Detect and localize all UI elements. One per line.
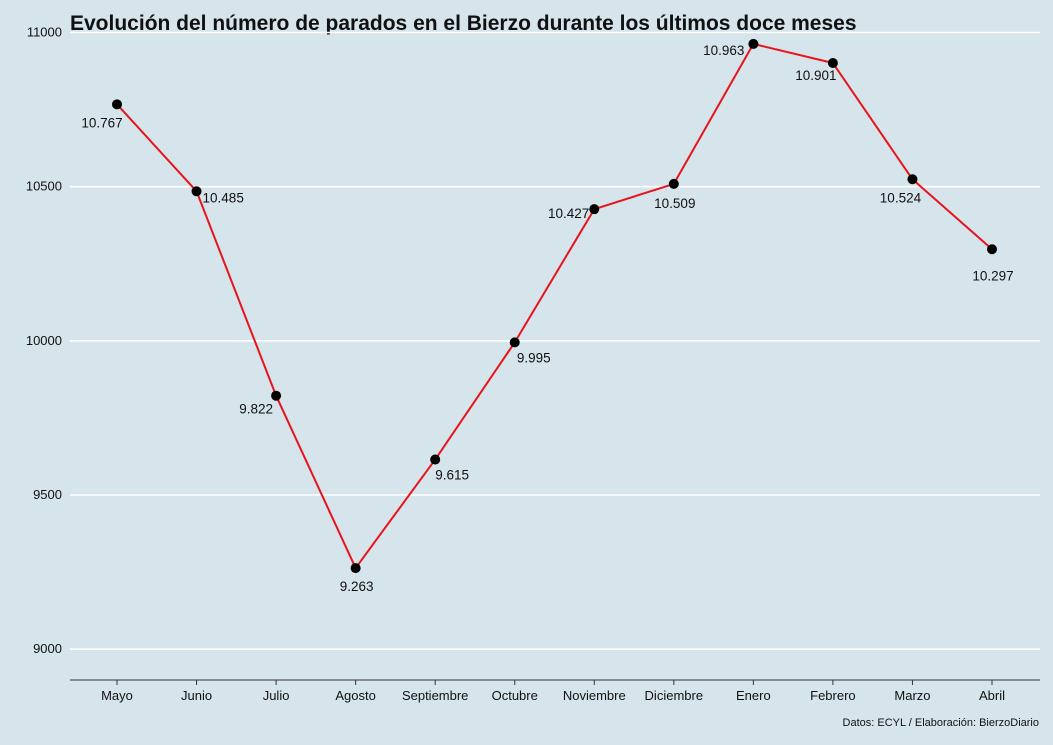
data-point	[271, 390, 282, 401]
x-tick-label: Julio	[263, 688, 290, 703]
data-point	[589, 204, 600, 215]
data-label: 9.995	[517, 350, 551, 365]
data-point	[430, 454, 441, 465]
data-labels: 10.767 10.485 9.822 9.263 9.615 9.995 10.427 10…	[81, 43, 1013, 594]
y-tick-label: 9000	[33, 641, 62, 656]
x-tick-label: Enero	[736, 688, 771, 703]
source-note: Datos: ECYL / Elaboración: BierzoDiario	[842, 717, 1039, 729]
y-axis: 9000 9500 10000 10500 11000	[26, 25, 62, 657]
x-tick-label: Septiembre	[402, 688, 468, 703]
data-label: 10.901	[795, 68, 836, 83]
x-tick-label: Febrero	[810, 688, 856, 703]
data-label: 10.963	[703, 43, 744, 58]
series-line-layer	[116, 42, 993, 570]
y-tick-label: 10500	[26, 179, 62, 194]
data-label: 10.427	[548, 206, 589, 221]
data-label: 10.297	[972, 268, 1013, 283]
data-point	[987, 244, 997, 255]
x-tick-label: Noviembre	[563, 688, 626, 703]
x-tick-label: Agosto	[335, 688, 375, 703]
data-point	[748, 38, 759, 49]
data-label: 9.263	[340, 579, 374, 594]
data-point	[827, 58, 838, 69]
data-point	[668, 178, 679, 189]
data-label: 10.485	[203, 190, 244, 205]
x-axis: Mayo Junio Julio Agosto Septiembre Octubre Nov…	[70, 679, 1040, 703]
x-tick-label: Junio	[181, 688, 212, 703]
data-label: 10.509	[654, 196, 695, 211]
x-tick-label: Mayo	[101, 688, 133, 703]
y-tick-label: 11000	[27, 25, 62, 40]
data-label: 9.615	[435, 468, 469, 483]
grid-lines	[70, 31, 1040, 650]
data-label: 10.767	[81, 115, 122, 130]
series-line	[116, 42, 993, 570]
x-tick-label: Abril	[979, 688, 1005, 703]
data-point	[350, 563, 361, 574]
x-tick-label: Octubre	[492, 688, 538, 703]
y-tick-label: 9500	[33, 487, 62, 502]
data-points	[112, 38, 997, 574]
data-label: 9.822	[239, 402, 273, 417]
data-point	[907, 174, 918, 185]
data-label: 10.524	[880, 190, 922, 205]
data-point	[191, 186, 202, 197]
data-point	[112, 99, 122, 110]
x-tick-label: Diciembre	[645, 688, 704, 703]
y-tick-label: 10000	[26, 333, 62, 348]
x-tick-label: Marzo	[894, 688, 930, 703]
data-point	[509, 337, 520, 348]
chart-title: Evolución del número de parados en el Bi…	[70, 12, 857, 35]
